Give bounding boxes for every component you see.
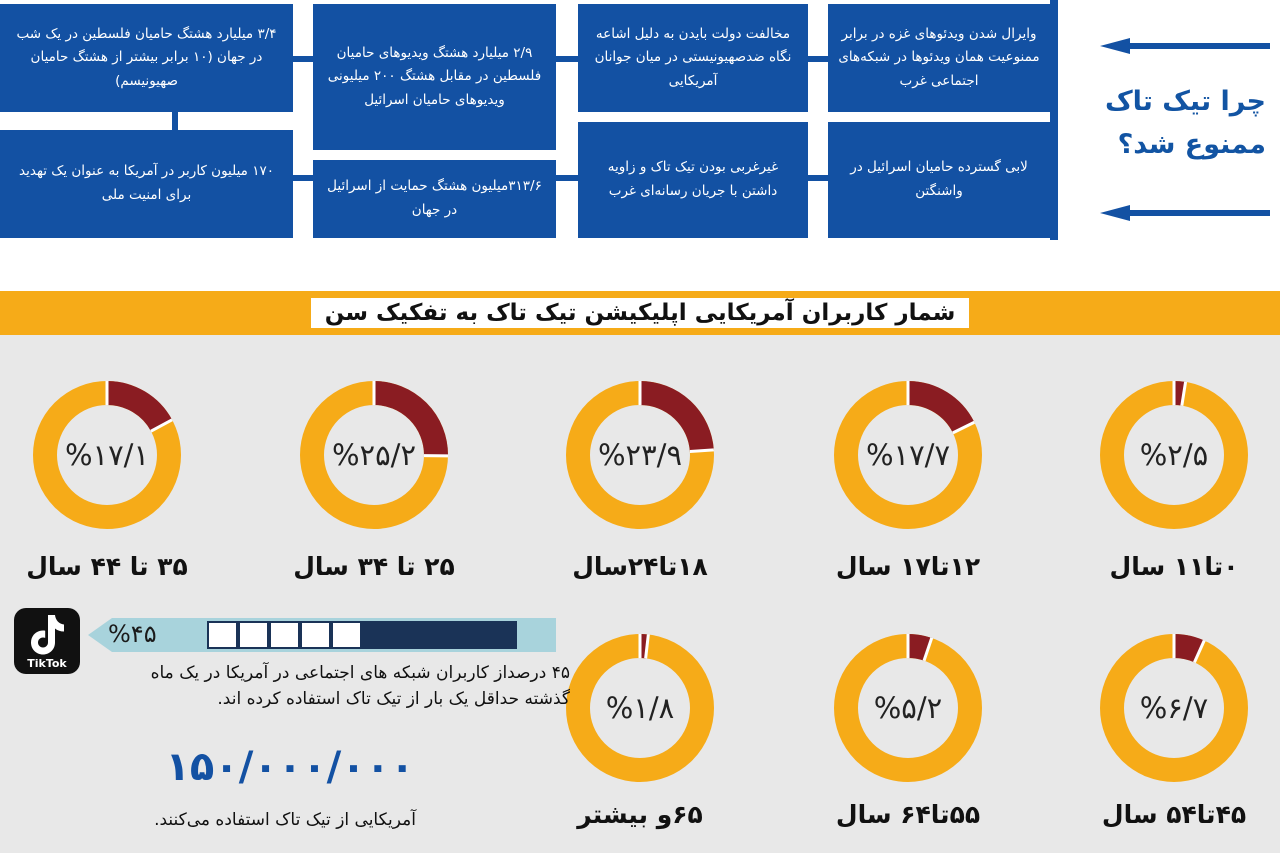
donut-chart-5: %۱۷/۱ — [32, 380, 182, 530]
chart-title-banner: شمار کاربران آمریکایی اپلیکیشن تیک تاک ب… — [0, 291, 1280, 335]
connector-line — [556, 56, 578, 62]
music-note-icon — [31, 615, 64, 655]
tiktok-logo-text: TikTok — [27, 657, 67, 670]
donut-separator — [644, 634, 650, 659]
donut-value-label: %۱۷/۱ — [64, 438, 150, 472]
connector-line — [808, 175, 828, 181]
donut-separator — [952, 420, 976, 435]
arrow-left-icon — [1100, 38, 1270, 54]
reason-box: ۲/۹ میلیارد هشتگ ویدیوهای حامیان فلسطین … — [313, 4, 556, 150]
question-line-2: ممنوع شد؟ — [1117, 129, 1266, 161]
reason-box: غیرغربی بودن تیک تاک و زاویه داشتن با جر… — [578, 122, 808, 238]
question-line-1: چرا تیک تاک — [1104, 86, 1266, 117]
reason-box: مخالفت دولت بایدن به دلیل اشاعه نگاه ضدص… — [578, 4, 808, 112]
donut-chart-1: %۲/۵ — [1099, 380, 1249, 530]
donut-chart-7: %۵/۲ — [833, 633, 983, 783]
connector-line — [172, 112, 178, 130]
meter-cell-empty — [207, 621, 238, 649]
meter-cell-filled — [424, 621, 455, 649]
total-users-number: ۱۵۰/۰۰۰/۰۰۰ — [165, 744, 415, 790]
donut-separator — [1193, 639, 1206, 663]
donut-value-label: %۲۳/۹ — [597, 438, 683, 472]
donut-chart-6: %۶/۷ — [1099, 633, 1249, 783]
page-question: چرا تیک تاک ممنوع شد؟ — [1096, 80, 1266, 166]
usage-meter — [88, 618, 556, 652]
meter-cell-filled — [362, 621, 393, 649]
connector-line — [556, 175, 578, 181]
meter-cell-filled — [455, 621, 486, 649]
connector-line — [293, 56, 313, 62]
age-group-label: ۱۲تا۱۷ سال — [835, 552, 981, 581]
reason-box: لابی گسترده حامیان اسرائیل در واشنگتن — [828, 122, 1050, 238]
donut-chart-8: %۱/۸ — [565, 633, 715, 783]
donut-chart-2: %۱۷/۷ — [833, 380, 983, 530]
donut-chart-3: %۲۳/۹ — [565, 380, 715, 530]
reason-box: ۳/۴ میلیارد هشتگ حامیان فلسطین در یک شب … — [0, 4, 293, 112]
donut-value-label: %۱/۸ — [605, 691, 675, 725]
age-group-label: ۰تا۱۱ سال — [1109, 552, 1239, 581]
age-group-label: ۴۵تا۵۴ سال — [1101, 800, 1247, 829]
age-group-label: ۲۵ تا ۳۴ سال — [293, 552, 455, 581]
chart-title: شمار کاربران آمریکایی اپلیکیشن تیک تاک ب… — [310, 298, 970, 328]
meter-cell-empty — [300, 621, 331, 649]
donut-value-label: %۵/۲ — [873, 691, 943, 725]
age-group-label: ۱۸تا۲۴سال — [572, 552, 708, 581]
connector-line — [808, 56, 828, 62]
donut-value-label: %۱۷/۷ — [865, 438, 951, 472]
total-users-caption: آمریکایی از تیک تاک استفاده می‌کنند. — [154, 810, 416, 830]
usage-meter-value: %۴۵ — [108, 620, 157, 648]
usage-description: ۴۵ درصداز کاربران شبکه های اجتماعی در آم… — [150, 663, 570, 710]
meter-cell-empty — [269, 621, 300, 649]
donut-chart-4: %۲۵/۲ — [299, 380, 449, 530]
donut-value-label: %۶/۷ — [1139, 691, 1209, 725]
reason-box: ۱۷۰ میلیون کاربر در آمریکا به عنوان یک ت… — [0, 130, 293, 238]
reason-box: وایرال شدن ویدئوهای غزه در برابر ممنوعیت… — [828, 4, 1050, 112]
donut-separator — [689, 448, 714, 454]
tiktok-logo-icon: TikTok — [14, 608, 80, 674]
meter-cell-filled — [393, 621, 424, 649]
age-group-label: ۵۵تا۶۴ سال — [835, 800, 981, 829]
donut-separator — [1180, 381, 1188, 406]
connector-line — [1050, 0, 1058, 240]
donut-value-label: %۲/۵ — [1139, 438, 1209, 472]
donut-value-label: %۲۵/۲ — [331, 438, 417, 472]
meter-cell-empty — [331, 621, 362, 649]
connector-line — [293, 175, 313, 181]
reason-box: ۳۱۳/۶میلیون هشتگ حمایت از اسرائیل در جها… — [313, 160, 556, 238]
meter-cell-empty — [238, 621, 269, 649]
arrow-left-icon — [1100, 205, 1270, 221]
donut-separator — [150, 418, 173, 433]
age-group-label: ۶۵و بیشتر — [577, 800, 703, 829]
age-group-label: ۳۵ تا ۴۴ سال — [26, 552, 188, 581]
meter-cell-filled — [486, 621, 517, 649]
donut-separator — [922, 637, 934, 662]
